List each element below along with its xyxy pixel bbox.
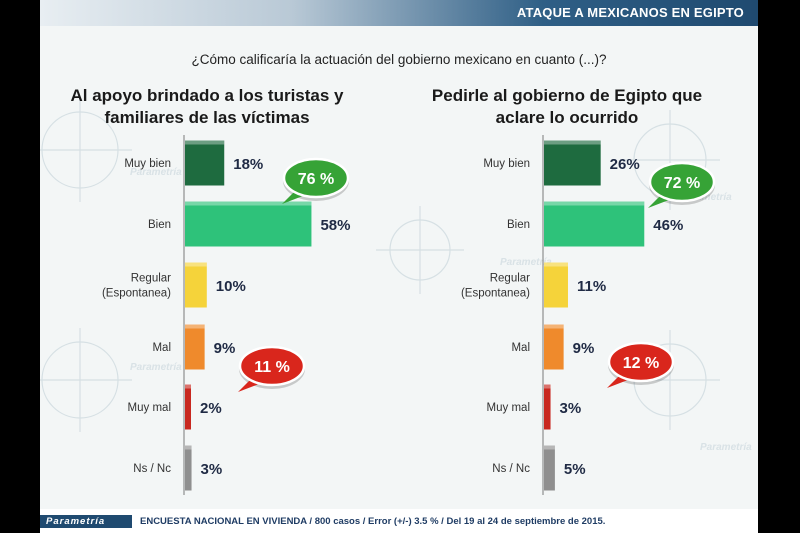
bar-highlight <box>185 262 207 267</box>
category-label: Regular <box>131 273 171 285</box>
right-chart-title-line2: aclare lo ocurrido <box>495 108 639 127</box>
category-label: Ns / Nc <box>133 463 171 475</box>
bubble-label: 11 % <box>254 359 290 376</box>
bar-value-label: 58% <box>320 217 350 234</box>
bar-highlight <box>544 384 551 389</box>
bar-highlight <box>185 201 312 206</box>
bar-highlight <box>544 201 645 206</box>
left-bar-chart: 18% Muy bien 58% Bien 10% Regular (Espontanea)… <box>102 135 350 495</box>
bar-value-label: 5% <box>564 461 586 478</box>
category-label: (Espontanea) <box>102 288 171 300</box>
right-bar-chart: 26% Muy bien 46% Bien 11% Regular (Espontanea)… <box>461 135 716 495</box>
category-label: Muy bien <box>124 158 171 170</box>
category-label: Muy mal <box>128 402 171 414</box>
bar <box>185 140 225 186</box>
bar-highlight <box>544 262 568 267</box>
category-label: Mal <box>511 342 530 354</box>
green-total-bubble: 72 % <box>648 161 716 208</box>
bar <box>544 262 568 308</box>
watermark-graphics: Parametría Parametría Parametría Parametría… <box>40 98 752 453</box>
bar-value-label: 46% <box>653 217 683 234</box>
bubble-label: 72 % <box>664 175 700 192</box>
category-label: Muy bien <box>483 158 530 170</box>
bar <box>185 262 207 308</box>
bar-value-label: 26% <box>610 156 640 173</box>
bar-highlight <box>185 140 225 145</box>
bar-highlight <box>544 445 555 450</box>
right-chart-title: Pedirle al gobierno de Egipto que aclare… <box>412 85 722 129</box>
bar <box>185 324 205 370</box>
bar <box>544 324 564 370</box>
bar-highlight <box>185 324 205 329</box>
category-label: (Espontanea) <box>461 288 530 300</box>
bar-value-label: 11% <box>577 278 606 295</box>
survey-question: ¿Cómo calificaría la actuación del gobie… <box>191 52 607 67</box>
category-label: Bien <box>148 219 171 231</box>
category-label: Bien <box>507 219 530 231</box>
left-chart-title-line2: familiares de las víctimas <box>104 108 310 127</box>
bar-highlight <box>544 140 601 145</box>
watermark-text: Parametría <box>500 257 552 268</box>
bubble-label: 12 % <box>623 355 659 372</box>
bar <box>185 384 191 430</box>
bubble-label: 76 % <box>298 171 334 188</box>
bar-value-label: 18% <box>233 156 263 173</box>
left-chart-title: Al apoyo brindado a los turistas y famil… <box>62 85 352 129</box>
bar-value-label: 9% <box>573 340 595 357</box>
bar <box>185 445 192 491</box>
watermark-text: Parametría <box>680 192 732 203</box>
bar-value-label: 2% <box>200 400 222 417</box>
category-label: Regular <box>490 273 530 285</box>
left-chart-title-line1: Al apoyo brindado a los turistas y <box>70 86 344 105</box>
bar-highlight <box>544 324 564 329</box>
header-bar: ATAQUE A MEXICANOS EN EGIPTO <box>40 0 758 26</box>
footer-brand-logo: Parametría <box>40 515 132 528</box>
bar-highlight <box>185 445 192 450</box>
bar <box>544 140 601 186</box>
watermark-text: Parametría <box>130 362 182 373</box>
category-label: Mal <box>152 342 171 354</box>
red-total-bubble: 11 % <box>238 345 306 392</box>
bar-value-label: 3% <box>201 461 223 478</box>
watermark-text: Parametría <box>130 167 182 178</box>
red-total-bubble: 12 % <box>607 341 675 388</box>
header-title: ATAQUE A MEXICANOS EN EGIPTO <box>516 5 744 20</box>
bar <box>544 445 555 491</box>
category-label: Ns / Nc <box>492 463 530 475</box>
green-total-bubble: 76 % <box>282 157 350 204</box>
footer-bar: Parametría ENCUESTA NACIONAL EN VIVIENDA… <box>40 509 758 533</box>
bar-value-label: 10% <box>216 278 246 295</box>
bar-value-label: 3% <box>560 400 582 417</box>
right-chart-title-line1: Pedirle al gobierno de Egipto que <box>431 86 703 105</box>
bar <box>185 201 312 247</box>
bar-value-label: 9% <box>214 340 236 357</box>
bar-highlight <box>185 384 191 389</box>
category-label: Muy mal <box>487 402 530 414</box>
bar <box>544 201 645 247</box>
bar <box>544 384 551 430</box>
footer-source-note: ENCUESTA NACIONAL EN VIVIENDA / 800 caso… <box>140 516 606 527</box>
slide-background: Parametría Parametría Parametría Parametría… <box>40 0 758 533</box>
watermark-text: Parametría <box>700 442 752 453</box>
